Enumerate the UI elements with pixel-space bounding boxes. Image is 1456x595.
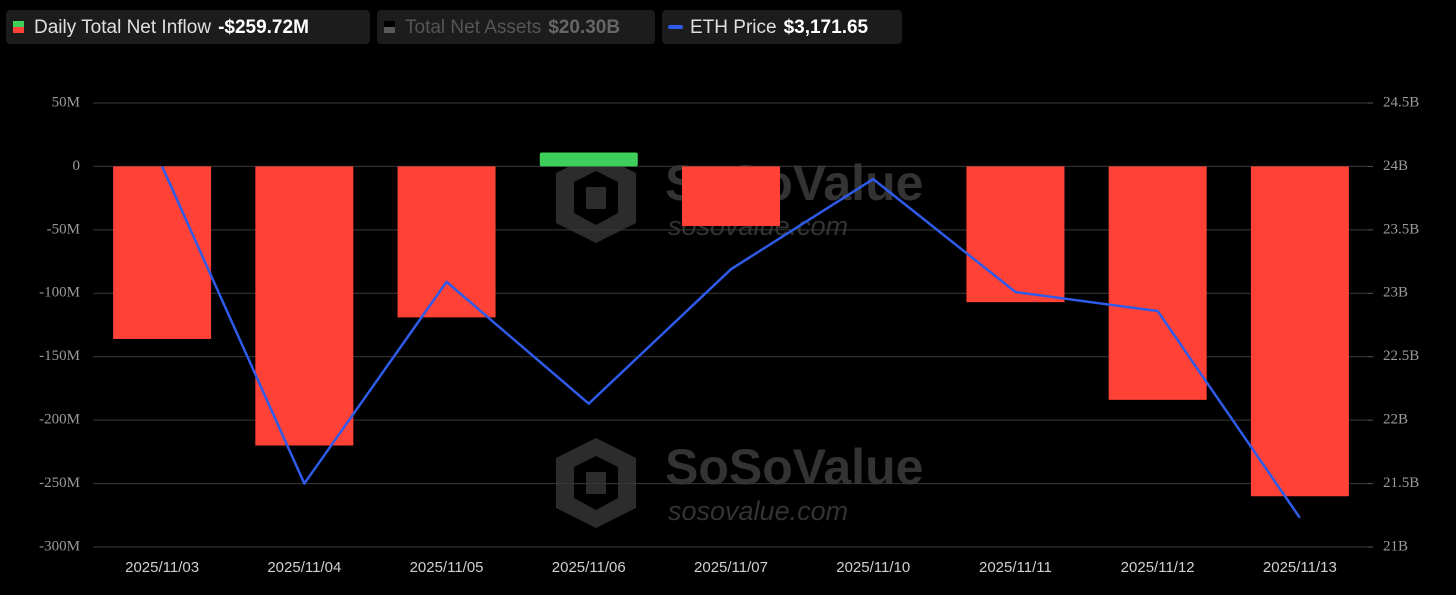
- bar: [113, 166, 212, 339]
- x-tick-label: 2025/11/11: [979, 559, 1052, 576]
- x-tick-label: 2025/11/04: [267, 559, 341, 576]
- y2-tick-label: 24.5B: [1383, 94, 1419, 110]
- x-tick-label: 2025/11/05: [410, 559, 484, 576]
- y-tick-label: -250M: [39, 475, 80, 491]
- y-tick-label: 50M: [52, 94, 80, 110]
- legend-swatch: [13, 21, 24, 27]
- legend-item[interactable]: Total Net Assets $20.30B: [377, 10, 655, 44]
- y2-tick-label: 21.5B: [1383, 475, 1419, 491]
- legend-name: Total Net Assets: [405, 17, 541, 38]
- legend-name: Daily Total Net Inflow: [34, 17, 211, 38]
- bar: [539, 152, 638, 167]
- legend-value: $3,171.65: [784, 17, 869, 38]
- x-tick-label: 2025/11/03: [125, 559, 199, 576]
- y-tick-label: -300M: [39, 538, 80, 554]
- y-tick-label: -150M: [39, 348, 80, 364]
- legend-value: -$259.72M: [218, 17, 309, 38]
- y2-tick-label: 24B: [1383, 158, 1408, 174]
- watermark-logo: [556, 153, 636, 243]
- bar: [1108, 166, 1207, 400]
- x-tick-label: 2025/11/10: [836, 559, 910, 576]
- y2-tick-label: 22B: [1383, 412, 1408, 428]
- legend-box: [377, 10, 655, 44]
- x-tick-label: 2025/11/06: [552, 559, 626, 576]
- y-tick-label: 0: [73, 158, 81, 174]
- y2-tick-label: 23B: [1383, 285, 1408, 301]
- legend-swatch: [384, 27, 395, 33]
- y-tick-label: -50M: [47, 221, 80, 237]
- y2-tick-label: 21B: [1383, 538, 1408, 554]
- bar: [682, 166, 780, 227]
- watermark-logo: [556, 438, 636, 528]
- legend-box: [662, 10, 902, 44]
- watermark-site: sosovalue.com: [668, 496, 848, 526]
- legend-box: [6, 10, 370, 44]
- bar: [1250, 166, 1349, 497]
- y-tick-label: -100M: [39, 285, 80, 301]
- x-tick-label: 2025/11/07: [694, 559, 768, 576]
- y2-tick-label: 22.5B: [1383, 348, 1419, 364]
- legend-swatch: [13, 27, 24, 33]
- x-tick-label: 2025/11/13: [1263, 559, 1337, 576]
- watermark-brand: SoSoValue: [665, 439, 923, 495]
- bar: [397, 166, 496, 318]
- legend-name: ETH Price: [690, 17, 777, 38]
- x-tick-label: 2025/11/12: [1121, 559, 1195, 576]
- legend-item[interactable]: Daily Total Net Inflow -$259.72M: [6, 10, 370, 44]
- legend-item[interactable]: ETH Price $3,171.65: [662, 10, 902, 44]
- legend-swatch: [384, 21, 395, 27]
- legend-value: $20.30B: [548, 17, 620, 38]
- y2-tick-label: 23.5B: [1383, 221, 1419, 237]
- price-line: [160, 165, 1301, 519]
- y-tick-label: -200M: [39, 412, 80, 428]
- bar: [255, 166, 354, 446]
- bar: [966, 166, 1065, 303]
